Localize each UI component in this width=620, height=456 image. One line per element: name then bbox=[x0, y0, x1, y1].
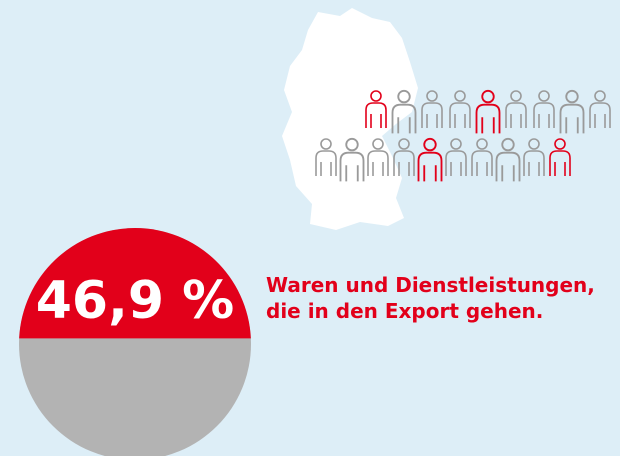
person-icon bbox=[367, 138, 389, 176]
person-head bbox=[510, 90, 522, 102]
person-body bbox=[365, 102, 387, 128]
person-head bbox=[345, 137, 359, 152]
person-icon bbox=[315, 138, 337, 176]
person-icon bbox=[417, 137, 443, 182]
person-body bbox=[339, 151, 365, 182]
person-head bbox=[426, 90, 438, 102]
pie-slice bbox=[19, 228, 251, 339]
person-icon bbox=[533, 90, 555, 128]
person-body bbox=[445, 150, 467, 176]
person-icon bbox=[471, 138, 493, 176]
person-icon bbox=[391, 89, 417, 134]
person-icon bbox=[523, 138, 545, 176]
person-head bbox=[554, 138, 566, 150]
person-head bbox=[454, 90, 466, 102]
person-body bbox=[367, 150, 389, 176]
annotation-line: Waren und Dienstleistungen, bbox=[266, 273, 595, 297]
person-icon bbox=[339, 137, 365, 182]
person-body bbox=[505, 102, 527, 128]
person-head bbox=[594, 90, 606, 102]
person-body bbox=[533, 102, 555, 128]
person-body bbox=[391, 103, 417, 134]
person-icon bbox=[365, 90, 387, 128]
person-head bbox=[481, 89, 495, 104]
annotation-line: die in den Export gehen. bbox=[266, 299, 543, 323]
person-head bbox=[397, 89, 411, 104]
person-head bbox=[320, 138, 332, 150]
person-body bbox=[523, 150, 545, 176]
person-body bbox=[589, 102, 611, 128]
person-body bbox=[421, 102, 443, 128]
person-body bbox=[471, 150, 493, 176]
person-head bbox=[398, 138, 410, 150]
person-icon bbox=[589, 90, 611, 128]
person-icon bbox=[475, 89, 501, 134]
person-body bbox=[475, 103, 501, 134]
person-icon bbox=[445, 138, 467, 176]
person-head bbox=[528, 138, 540, 150]
person-head bbox=[538, 90, 550, 102]
person-icon bbox=[549, 138, 571, 176]
person-head bbox=[476, 138, 488, 150]
person-body bbox=[315, 150, 337, 176]
person-head bbox=[450, 138, 462, 150]
person-icon bbox=[505, 90, 527, 128]
people-icons bbox=[315, 89, 611, 182]
person-icon bbox=[393, 138, 415, 176]
person-head bbox=[565, 89, 579, 104]
person-body bbox=[449, 102, 471, 128]
person-body bbox=[417, 151, 443, 182]
person-head bbox=[423, 137, 437, 152]
person-body bbox=[393, 150, 415, 176]
value-label: 46,9 % bbox=[36, 271, 235, 331]
person-head bbox=[372, 138, 384, 150]
person-icon bbox=[449, 90, 471, 128]
person-icon bbox=[559, 89, 585, 134]
person-head bbox=[501, 137, 515, 152]
person-icon bbox=[495, 137, 521, 182]
person-body bbox=[549, 150, 571, 176]
person-head bbox=[370, 90, 382, 102]
person-body bbox=[559, 103, 585, 134]
person-body bbox=[495, 151, 521, 182]
person-icon bbox=[421, 90, 443, 128]
